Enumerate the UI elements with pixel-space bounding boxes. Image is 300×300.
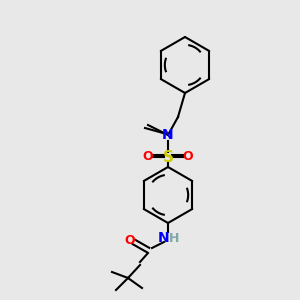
- Text: H: H: [169, 232, 179, 245]
- Text: O: O: [183, 151, 193, 164]
- Text: O: O: [125, 233, 135, 247]
- Text: N: N: [158, 231, 170, 245]
- Text: S: S: [163, 149, 173, 164]
- Text: N: N: [162, 128, 174, 142]
- Text: O: O: [143, 151, 153, 164]
